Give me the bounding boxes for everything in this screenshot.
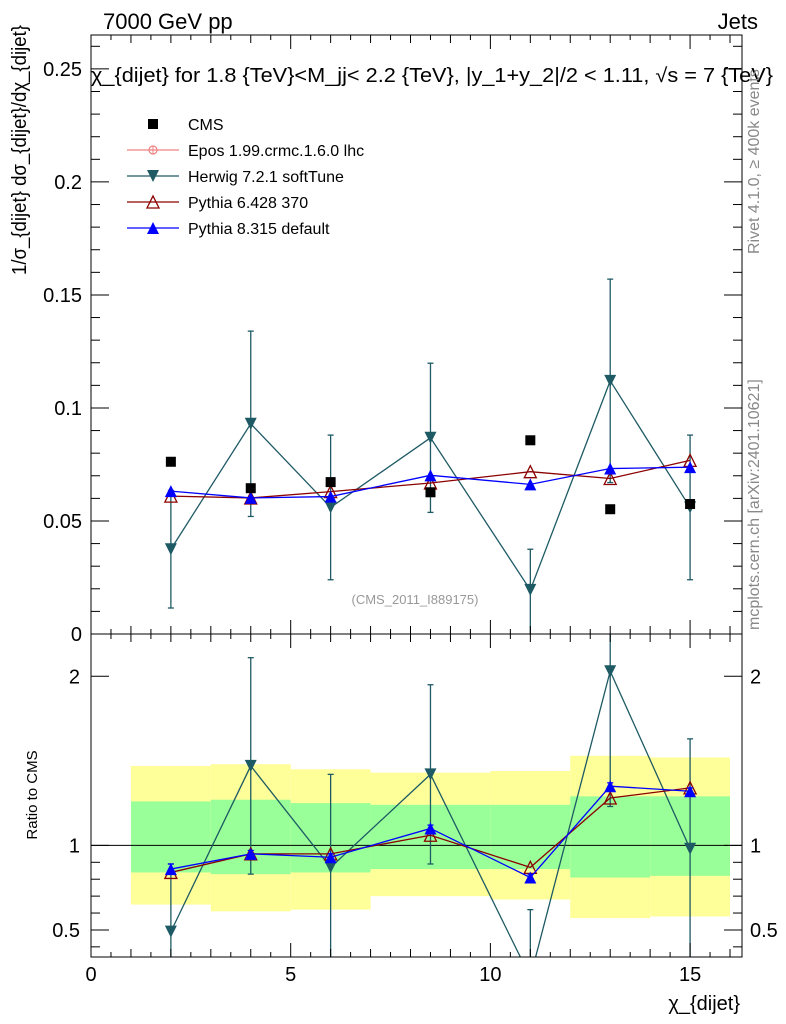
main-y-tick-label: 0.25 bbox=[43, 59, 82, 81]
ratio-point-pythia-8-315-default bbox=[684, 785, 697, 798]
legend-marker-herwig-7-2-1-softtune bbox=[147, 170, 159, 182]
main-y-tick-label: 0.1 bbox=[54, 398, 82, 420]
ratio-point-herwig-7-2-1-softtune bbox=[164, 925, 177, 938]
ratio-point-pythia-8-315-default bbox=[244, 847, 257, 860]
main-point-pythia-8-315-default bbox=[244, 491, 257, 504]
legend-marker-pythia-6-428-370 bbox=[145, 194, 161, 209]
main-point-cms bbox=[685, 499, 696, 510]
main-y-axis-label: 1/σ_{dijet} dσ_{dijet}/dχ_{dijet} bbox=[9, 25, 31, 275]
ratio-point-pythia-8-315-default bbox=[324, 851, 337, 864]
main-point-pythia-6-428-370 bbox=[603, 471, 618, 486]
ratio-point-pythia-6-428-370 bbox=[603, 790, 618, 805]
ratio-point-herwig-7-2-1-softtune bbox=[424, 768, 437, 781]
ratio-panel-series bbox=[91, 634, 742, 957]
header-left: 7000 GeV pp bbox=[103, 9, 233, 34]
mcplots-label: mcplots.cern.ch [arXiv:2401.10621] bbox=[746, 379, 763, 630]
legend-marker-pythia-8-315-default bbox=[147, 222, 159, 234]
main-panel-series bbox=[163, 278, 698, 634]
main-point-cms bbox=[245, 483, 256, 494]
legend-label-herwig-7-2-1-softtune: Herwig 7.2.1 softTune bbox=[188, 169, 344, 186]
header-right: Jets bbox=[718, 9, 758, 34]
main-point-pythia-8-315-default bbox=[524, 478, 537, 491]
x-axis-label: χ_{dijet} bbox=[668, 993, 740, 1015]
x-tick-label: 0 bbox=[85, 964, 96, 986]
watermark: (CMS_2011_I889175) bbox=[352, 592, 479, 607]
ratio-y-tick-label-right: 0.5 bbox=[750, 920, 778, 942]
ratio-point-pythia-8-315-default bbox=[524, 871, 537, 884]
ratio-y-tick-label-right: 2 bbox=[750, 666, 761, 688]
main-y-tick-label: 0.05 bbox=[43, 511, 82, 533]
main-point-cms bbox=[425, 487, 436, 498]
main-point-pythia-6-428-370 bbox=[523, 464, 538, 479]
main-point-herwig-7-2-1-softtune bbox=[524, 583, 537, 596]
main-y-tick-label: 0.15 bbox=[43, 285, 82, 307]
legend-label-pythia-6-428-370: Pythia 6.428 370 bbox=[188, 195, 308, 212]
ratio-point-herwig-7-2-1-softtune bbox=[684, 842, 697, 855]
main-point-herwig-7-2-1-softtune bbox=[604, 374, 617, 387]
main-point-pythia-8-315-default bbox=[684, 461, 697, 474]
legend-label-pythia-8-315-default: Pythia 8.315 default bbox=[188, 221, 330, 238]
ratio-band-green bbox=[490, 804, 571, 870]
ratio-y-tick-label: 2 bbox=[69, 666, 80, 688]
main-point-cms bbox=[325, 477, 336, 488]
legend-marker-cms bbox=[148, 119, 158, 129]
legend-label-cms: CMS bbox=[188, 117, 224, 134]
legend: CMS Epos 1.99.crmc.1.6.0 lhc Herwig 7.2.1 … bbox=[127, 117, 364, 238]
legend-label-epos-1-99-crmc-1-6-0-lhc: Epos 1.99.crmc.1.6.0 lhc bbox=[188, 143, 364, 160]
main-point-pythia-8-315-default bbox=[324, 490, 337, 503]
ratio-y-tick-label: 0.5 bbox=[52, 920, 80, 942]
ratio-point-pythia-6-428-370 bbox=[423, 827, 438, 842]
main-point-herwig-7-2-1-softtune bbox=[424, 431, 437, 444]
ratio-point-pythia-8-315-default bbox=[164, 863, 177, 876]
main-point-cms bbox=[525, 435, 536, 446]
ratio-point-herwig-7-2-1-softtune bbox=[244, 759, 257, 772]
main-point-pythia-8-315-default bbox=[604, 462, 617, 475]
ratio-point-pythia-8-315-default bbox=[424, 822, 437, 835]
main-point-pythia-8-315-default bbox=[424, 469, 437, 482]
ratio-y-tick-label: 1 bbox=[69, 835, 80, 857]
ratio-band-green bbox=[130, 801, 211, 873]
main-point-cms bbox=[165, 456, 176, 467]
main-y-tick-label: 0.2 bbox=[54, 172, 82, 194]
plot-title: χ_{dijet} for 1.8 {TeV}<M_jj< 2.2 {TeV},… bbox=[91, 65, 773, 87]
main-point-cms bbox=[605, 504, 616, 515]
main-point-herwig-7-2-1-softtune bbox=[164, 543, 177, 556]
ratio-band-green bbox=[570, 796, 651, 878]
ratio-point-herwig-7-2-1-softtune bbox=[604, 665, 617, 678]
main-point-pythia-8-315-default bbox=[164, 485, 177, 498]
main-y-tick-label: 0 bbox=[71, 624, 82, 646]
ratio-y-tick-label-right: 1 bbox=[750, 835, 761, 857]
ratio-point-herwig-7-2-1-softtune bbox=[324, 861, 337, 874]
main-point-herwig-7-2-1-softtune bbox=[244, 417, 257, 430]
x-tick-label: 10 bbox=[479, 964, 501, 986]
ratio-frame bbox=[90, 633, 743, 958]
ratio-point-pythia-8-315-default bbox=[604, 780, 617, 793]
axes: 0 5 10 15 0 0.05 0.1 0.15 0.2 0.25 0.5 0.5 1 1 2 2 bbox=[43, 34, 778, 986]
x-tick-label: 5 bbox=[285, 964, 296, 986]
x-tick-label: 15 bbox=[679, 964, 701, 986]
rivet-label: Rivet 4.1.0, ≥ 400k events bbox=[746, 69, 763, 254]
main-point-herwig-7-2-1-softtune bbox=[324, 501, 337, 514]
ratio-y-axis-label: Ratio to CMS bbox=[24, 750, 41, 839]
